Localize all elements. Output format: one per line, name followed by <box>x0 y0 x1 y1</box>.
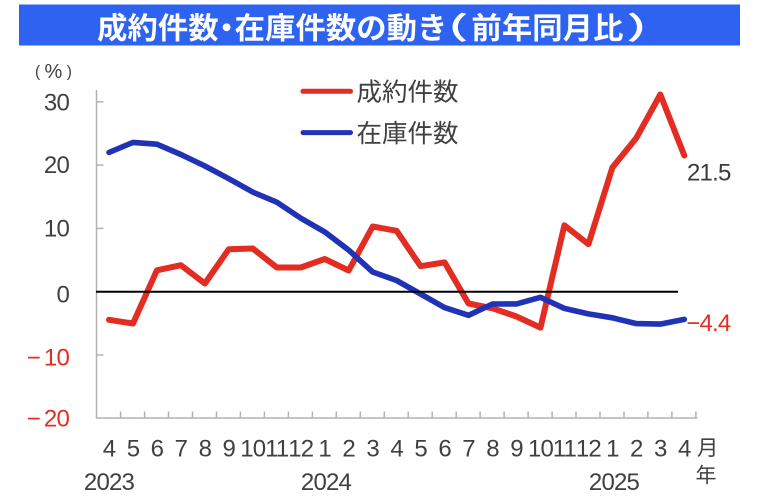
svg-text:1: 1 <box>318 435 331 462</box>
svg-text:2025: 2025 <box>589 469 640 496</box>
svg-text:12: 12 <box>288 435 314 462</box>
svg-text:10: 10 <box>528 435 554 462</box>
svg-text:(: ( <box>35 64 41 81</box>
svg-text:0: 0 <box>56 282 69 309</box>
svg-text:11: 11 <box>553 435 577 462</box>
svg-text:−: − <box>27 344 41 371</box>
svg-text:1: 1 <box>606 435 619 462</box>
svg-text:4: 4 <box>103 435 116 462</box>
svg-text:−4.4: −4.4 <box>686 310 731 337</box>
svg-text:9: 9 <box>510 435 523 462</box>
svg-text:7: 7 <box>462 435 475 462</box>
svg-text:3: 3 <box>366 435 379 462</box>
svg-text:4: 4 <box>390 435 403 462</box>
svg-text:2: 2 <box>630 435 643 462</box>
svg-text:2024: 2024 <box>301 469 352 496</box>
svg-text:8: 8 <box>199 435 212 462</box>
svg-text:20: 20 <box>44 406 70 433</box>
svg-text:30: 30 <box>44 90 70 117</box>
svg-text:7: 7 <box>175 435 188 462</box>
svg-text:10: 10 <box>240 435 266 462</box>
svg-text:12: 12 <box>576 435 602 462</box>
svg-text:4: 4 <box>678 435 691 462</box>
svg-text:2023: 2023 <box>84 469 135 496</box>
svg-text:2: 2 <box>342 435 355 462</box>
svg-text:): ) <box>67 64 72 81</box>
svg-text:10: 10 <box>44 216 70 243</box>
svg-text:3: 3 <box>654 435 667 462</box>
svg-text:5: 5 <box>127 435 140 462</box>
svg-text:8: 8 <box>486 435 499 462</box>
svg-text:6: 6 <box>151 435 164 462</box>
svg-text:10: 10 <box>44 344 70 371</box>
svg-text:9: 9 <box>223 435 236 462</box>
svg-text:20: 20 <box>44 152 70 179</box>
svg-text:−: − <box>27 406 41 433</box>
svg-text:21.5: 21.5 <box>687 159 731 186</box>
svg-text:11: 11 <box>265 435 289 462</box>
svg-text:6: 6 <box>438 435 451 462</box>
svg-text:%: % <box>45 61 63 83</box>
svg-text:5: 5 <box>414 435 427 462</box>
